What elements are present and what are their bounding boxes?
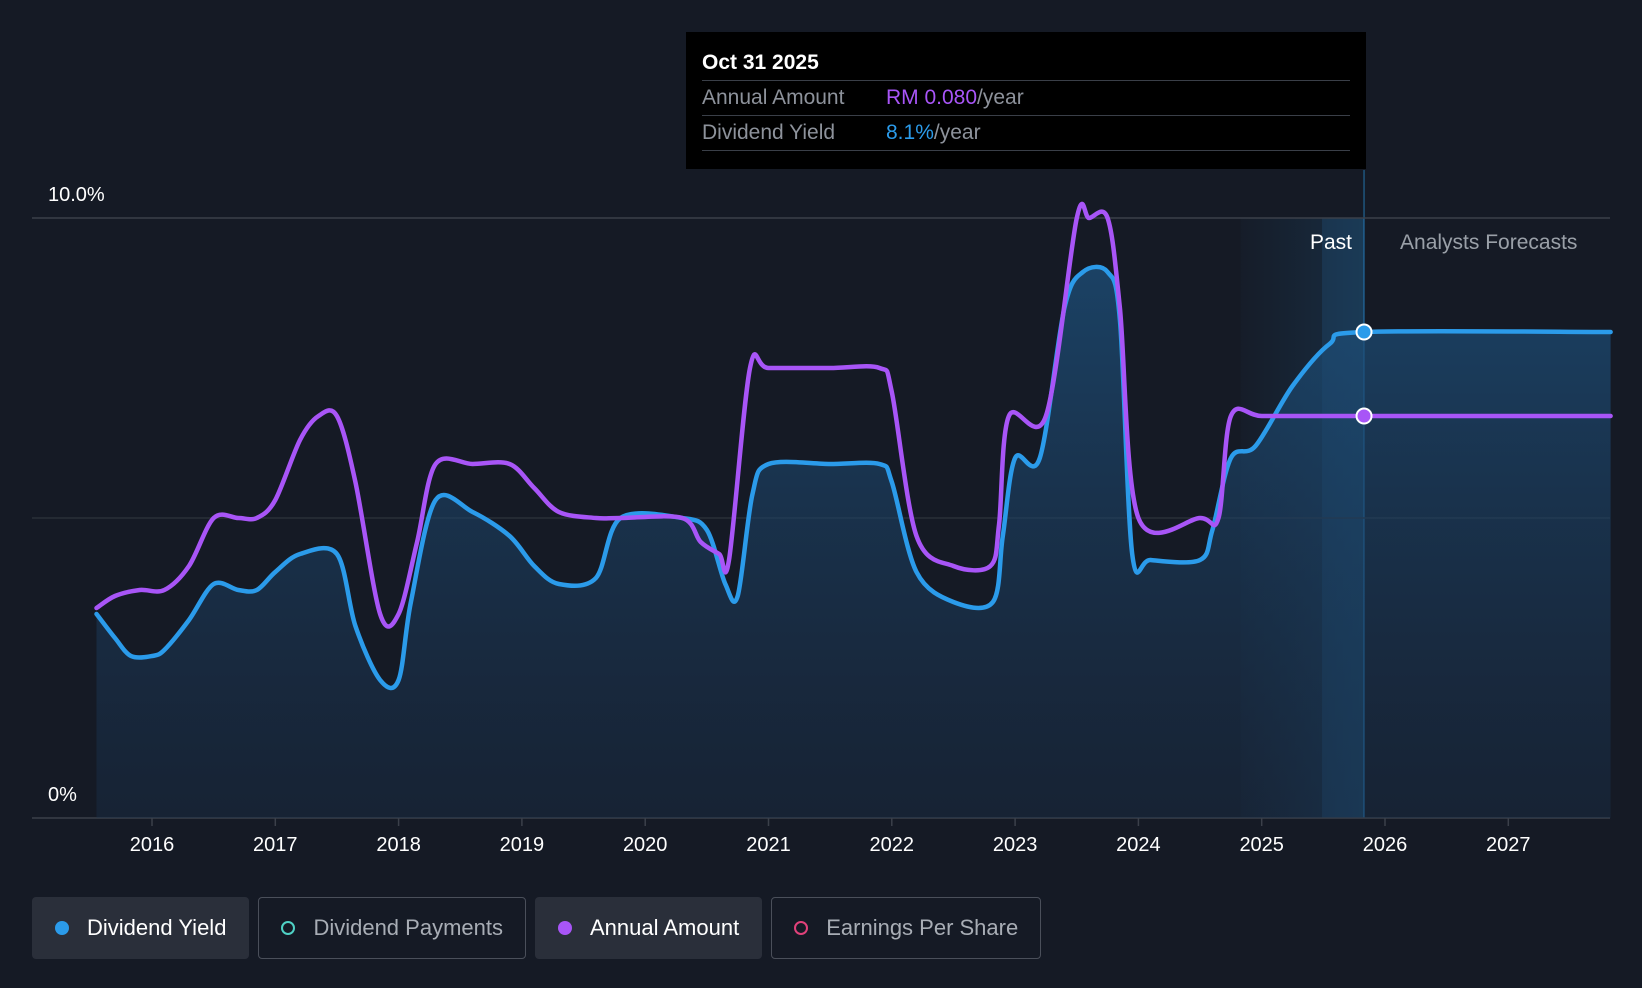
x-tick-label: 2024 bbox=[1116, 834, 1161, 856]
legend-label: Earnings Per Share bbox=[826, 915, 1019, 940]
chart-tooltip: Oct 31 2025 Annual Amount RM 0.080 /year… bbox=[686, 32, 1366, 169]
x-tick-label: 2025 bbox=[1239, 834, 1284, 856]
annual-amount-highlight-point bbox=[1355, 407, 1373, 425]
tooltip-value: 8.1% bbox=[886, 121, 934, 144]
annual-amount-line bbox=[94, 201, 1613, 629]
legend-earnings-per-share-button[interactable]: Earnings Per Share bbox=[771, 897, 1042, 959]
x-tick-label: 2027 bbox=[1486, 834, 1531, 856]
x-tick-label: 2019 bbox=[500, 834, 545, 856]
tooltip-value: RM 0.080 bbox=[886, 86, 978, 109]
legend-label: Annual Amount bbox=[589, 915, 740, 940]
legend-dot-icon bbox=[55, 921, 69, 935]
y-tick-label: 10.0% bbox=[48, 184, 105, 206]
tooltip-row-dividend-yield: Dividend Yield 8.1% /year bbox=[702, 116, 1350, 151]
tooltip-date: Oct 31 2025 bbox=[702, 46, 1350, 81]
legend-dividend-payments-button[interactable]: Dividend Payments bbox=[258, 897, 526, 959]
x-tick-label: 2026 bbox=[1363, 834, 1408, 856]
tooltip-label: Dividend Yield bbox=[702, 121, 836, 144]
x-tick-label: 2023 bbox=[993, 834, 1038, 856]
dividend-yield-line bbox=[94, 264, 1613, 691]
x-tick-label: 2020 bbox=[623, 834, 668, 856]
x-tick-label: 2017 bbox=[253, 834, 298, 856]
tooltip-label: Annual Amount bbox=[702, 86, 845, 109]
legend-label: Dividend Payments bbox=[313, 915, 503, 940]
dividend-yield-highlight-point bbox=[1355, 323, 1373, 341]
x-tick-label: 2021 bbox=[746, 834, 791, 856]
legend-annual-amount-button[interactable]: Annual Amount bbox=[534, 897, 763, 959]
x-tick-label: 2022 bbox=[870, 834, 915, 856]
legend-dot-icon bbox=[557, 921, 572, 935]
forecast-label: Analysts Forecasts bbox=[1400, 231, 1577, 254]
tooltip-row-annual-amount: Annual Amount RM 0.080 /year bbox=[702, 81, 1350, 116]
legend-dividend-yield-button[interactable]: Dividend Yield bbox=[32, 897, 250, 959]
tooltip-unit: /year bbox=[977, 86, 1024, 109]
legend-ring-icon bbox=[281, 921, 296, 935]
chart-legend: Dividend Yield Dividend Payments Annual … bbox=[32, 897, 1042, 959]
x-tick-label: 2018 bbox=[376, 834, 421, 856]
x-tick-label: 2016 bbox=[130, 834, 175, 856]
dividend-yield-area bbox=[96, 266, 1611, 818]
legend-ring-icon bbox=[794, 921, 809, 935]
legend-label: Dividend Yield bbox=[87, 915, 227, 940]
past-label: Past bbox=[1310, 231, 1352, 254]
tooltip-unit: /year bbox=[933, 121, 981, 144]
y-tick-label: 0% bbox=[48, 784, 77, 806]
